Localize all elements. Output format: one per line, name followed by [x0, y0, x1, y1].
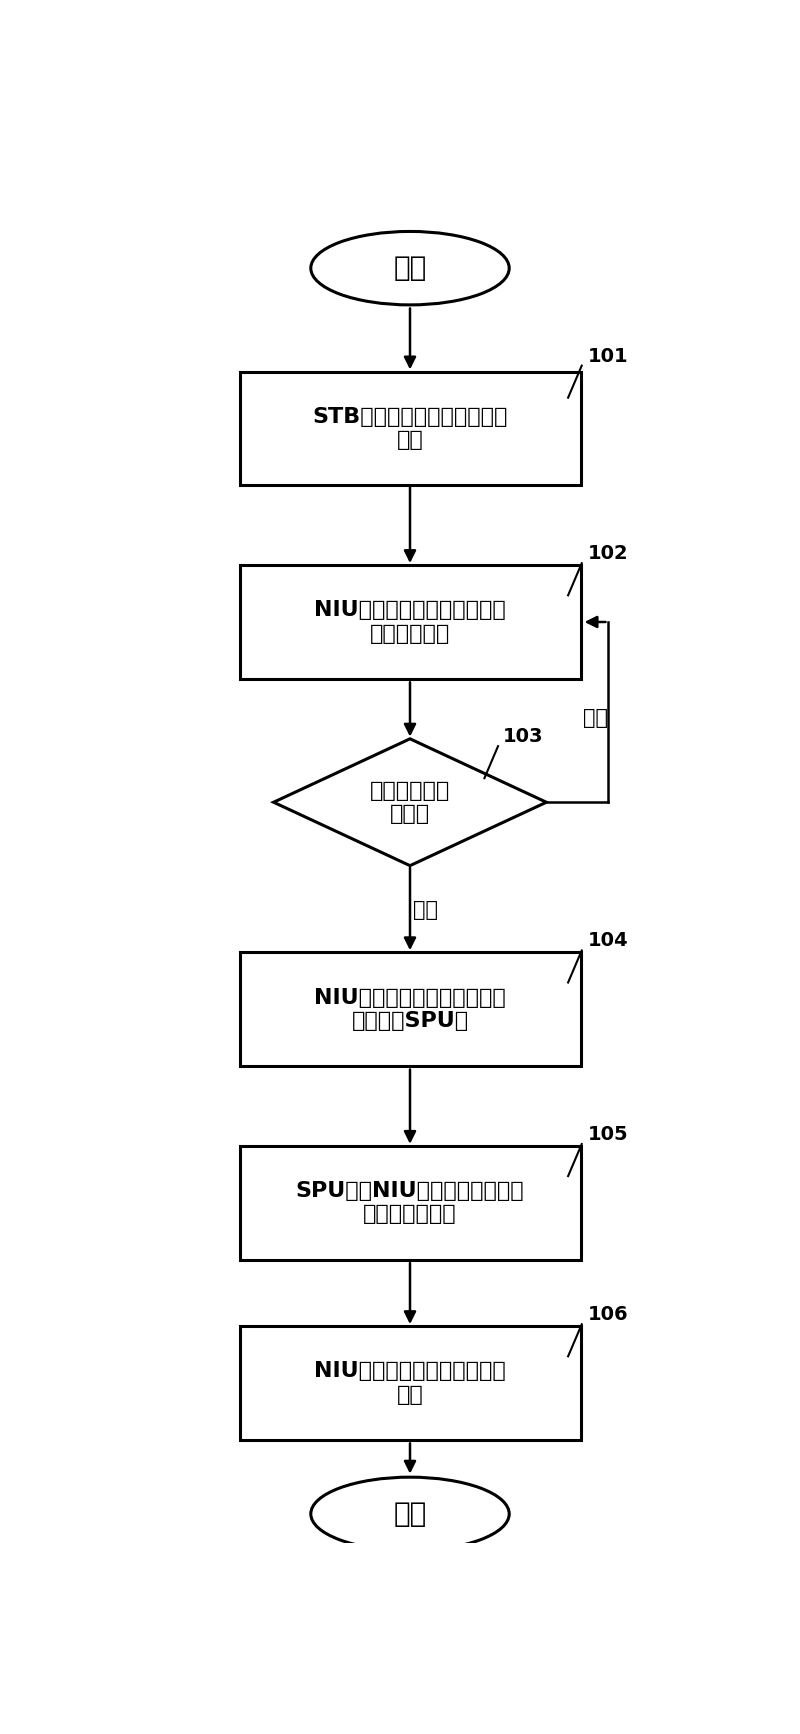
Bar — [239, 565, 581, 678]
Ellipse shape — [310, 1477, 509, 1550]
Text: 101: 101 — [588, 347, 629, 366]
Ellipse shape — [310, 231, 509, 305]
Text: 102: 102 — [588, 544, 629, 564]
Text: 失败: 失败 — [413, 900, 438, 921]
Text: NIU为该报文建立相应的信令
链路: NIU为该报文建立相应的信令 链路 — [314, 1361, 506, 1405]
Text: 104: 104 — [588, 931, 629, 950]
Text: NIU将查表失败的信令报文分
发到多个SPU上: NIU将查表失败的信令报文分 发到多个SPU上 — [314, 988, 506, 1030]
Text: 是否存在相应
的链路: 是否存在相应 的链路 — [370, 780, 450, 824]
Polygon shape — [274, 739, 546, 865]
Text: NIU对接收的信令报文经解析
得到索引信息: NIU对接收的信令报文经解析 得到索引信息 — [314, 600, 506, 643]
Text: 106: 106 — [588, 1306, 629, 1325]
Text: SPU通知NIU外该信令报文建立
相应的信令链路: SPU通知NIU外该信令报文建立 相应的信令链路 — [296, 1181, 524, 1224]
Text: 105: 105 — [588, 1125, 629, 1144]
Text: STB向流媒体服务器发起注册
请求: STB向流媒体服务器发起注册 请求 — [312, 407, 508, 451]
Bar — [239, 371, 581, 486]
Text: 结束: 结束 — [394, 1500, 426, 1528]
Bar — [239, 952, 581, 1066]
Bar — [239, 1146, 581, 1259]
Text: 开始: 开始 — [394, 255, 426, 283]
Bar — [239, 1327, 581, 1439]
Text: 103: 103 — [503, 727, 543, 746]
Text: 成功: 成功 — [583, 707, 609, 728]
